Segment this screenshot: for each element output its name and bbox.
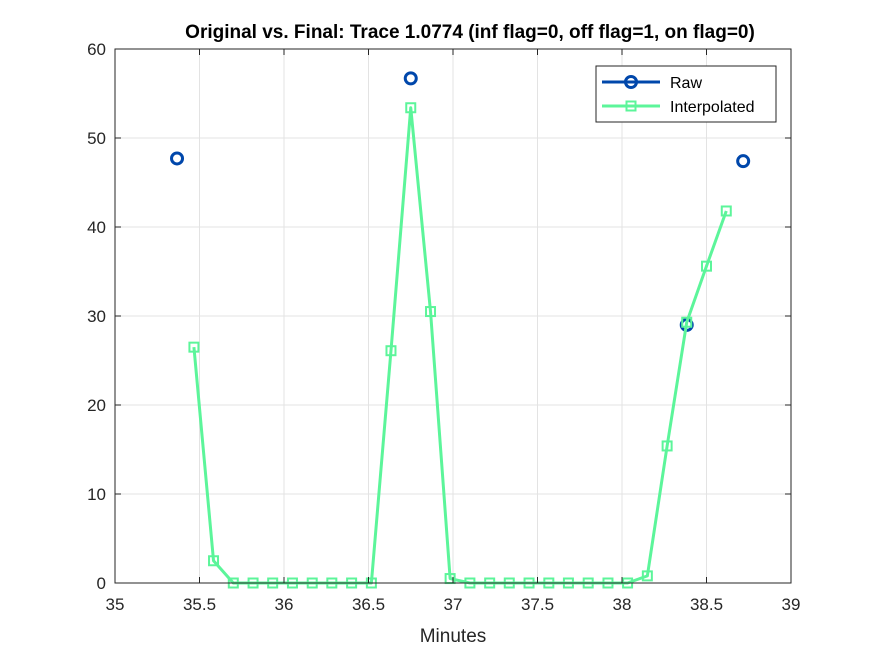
data-point <box>188 341 200 353</box>
legend-label: Interpolated <box>670 99 755 116</box>
grid <box>115 49 791 583</box>
legend-item: Raw <box>602 75 702 92</box>
y-tick-label: 60 <box>87 40 106 59</box>
legend-label: Raw <box>670 75 702 92</box>
x-tick-label: 36.5 <box>352 595 385 614</box>
y-tick-label: 50 <box>87 129 106 148</box>
data-point <box>720 205 732 217</box>
data-point <box>681 316 693 328</box>
x-axis-label: Minutes <box>420 626 487 647</box>
legend-marker <box>624 75 638 89</box>
y-tick-label: 10 <box>87 485 106 504</box>
data-point <box>641 570 653 582</box>
x-tick-label: 35.5 <box>183 595 216 614</box>
legend-marker <box>625 100 637 112</box>
x-tick-label: 38 <box>613 595 632 614</box>
data-point <box>736 154 751 169</box>
x-tick-label: 37.5 <box>521 595 554 614</box>
legend: Raw Interpolated <box>595 65 777 123</box>
x-tick-label: 37 <box>444 595 463 614</box>
data-point <box>385 345 397 357</box>
data-point <box>403 71 418 86</box>
axes: 35 35.5 36 36.5 37 37.5 38 38.5 39 0 10 20 30 40 50 60 <box>87 40 800 614</box>
x-tick-label: 38.5 <box>690 595 723 614</box>
x-tick-label: 36 <box>275 595 294 614</box>
y-tick-label: 20 <box>87 396 106 415</box>
data-point <box>170 151 185 166</box>
legend-item: Interpolated <box>602 99 755 116</box>
y-tick-label: 40 <box>87 218 106 237</box>
chart-title: Original vs. Final: Trace 1.0774 (inf fl… <box>185 22 755 43</box>
data-point <box>661 440 673 452</box>
data-point <box>701 260 712 272</box>
y-tick-label: 30 <box>87 307 106 326</box>
y-tick-label: 0 <box>97 574 106 593</box>
x-tick-label: 39 <box>782 595 801 614</box>
data-point <box>405 102 417 114</box>
data-point <box>425 306 437 318</box>
data-point <box>208 555 220 567</box>
legend-box <box>595 65 777 123</box>
x-tick-label: 35 <box>106 595 125 614</box>
